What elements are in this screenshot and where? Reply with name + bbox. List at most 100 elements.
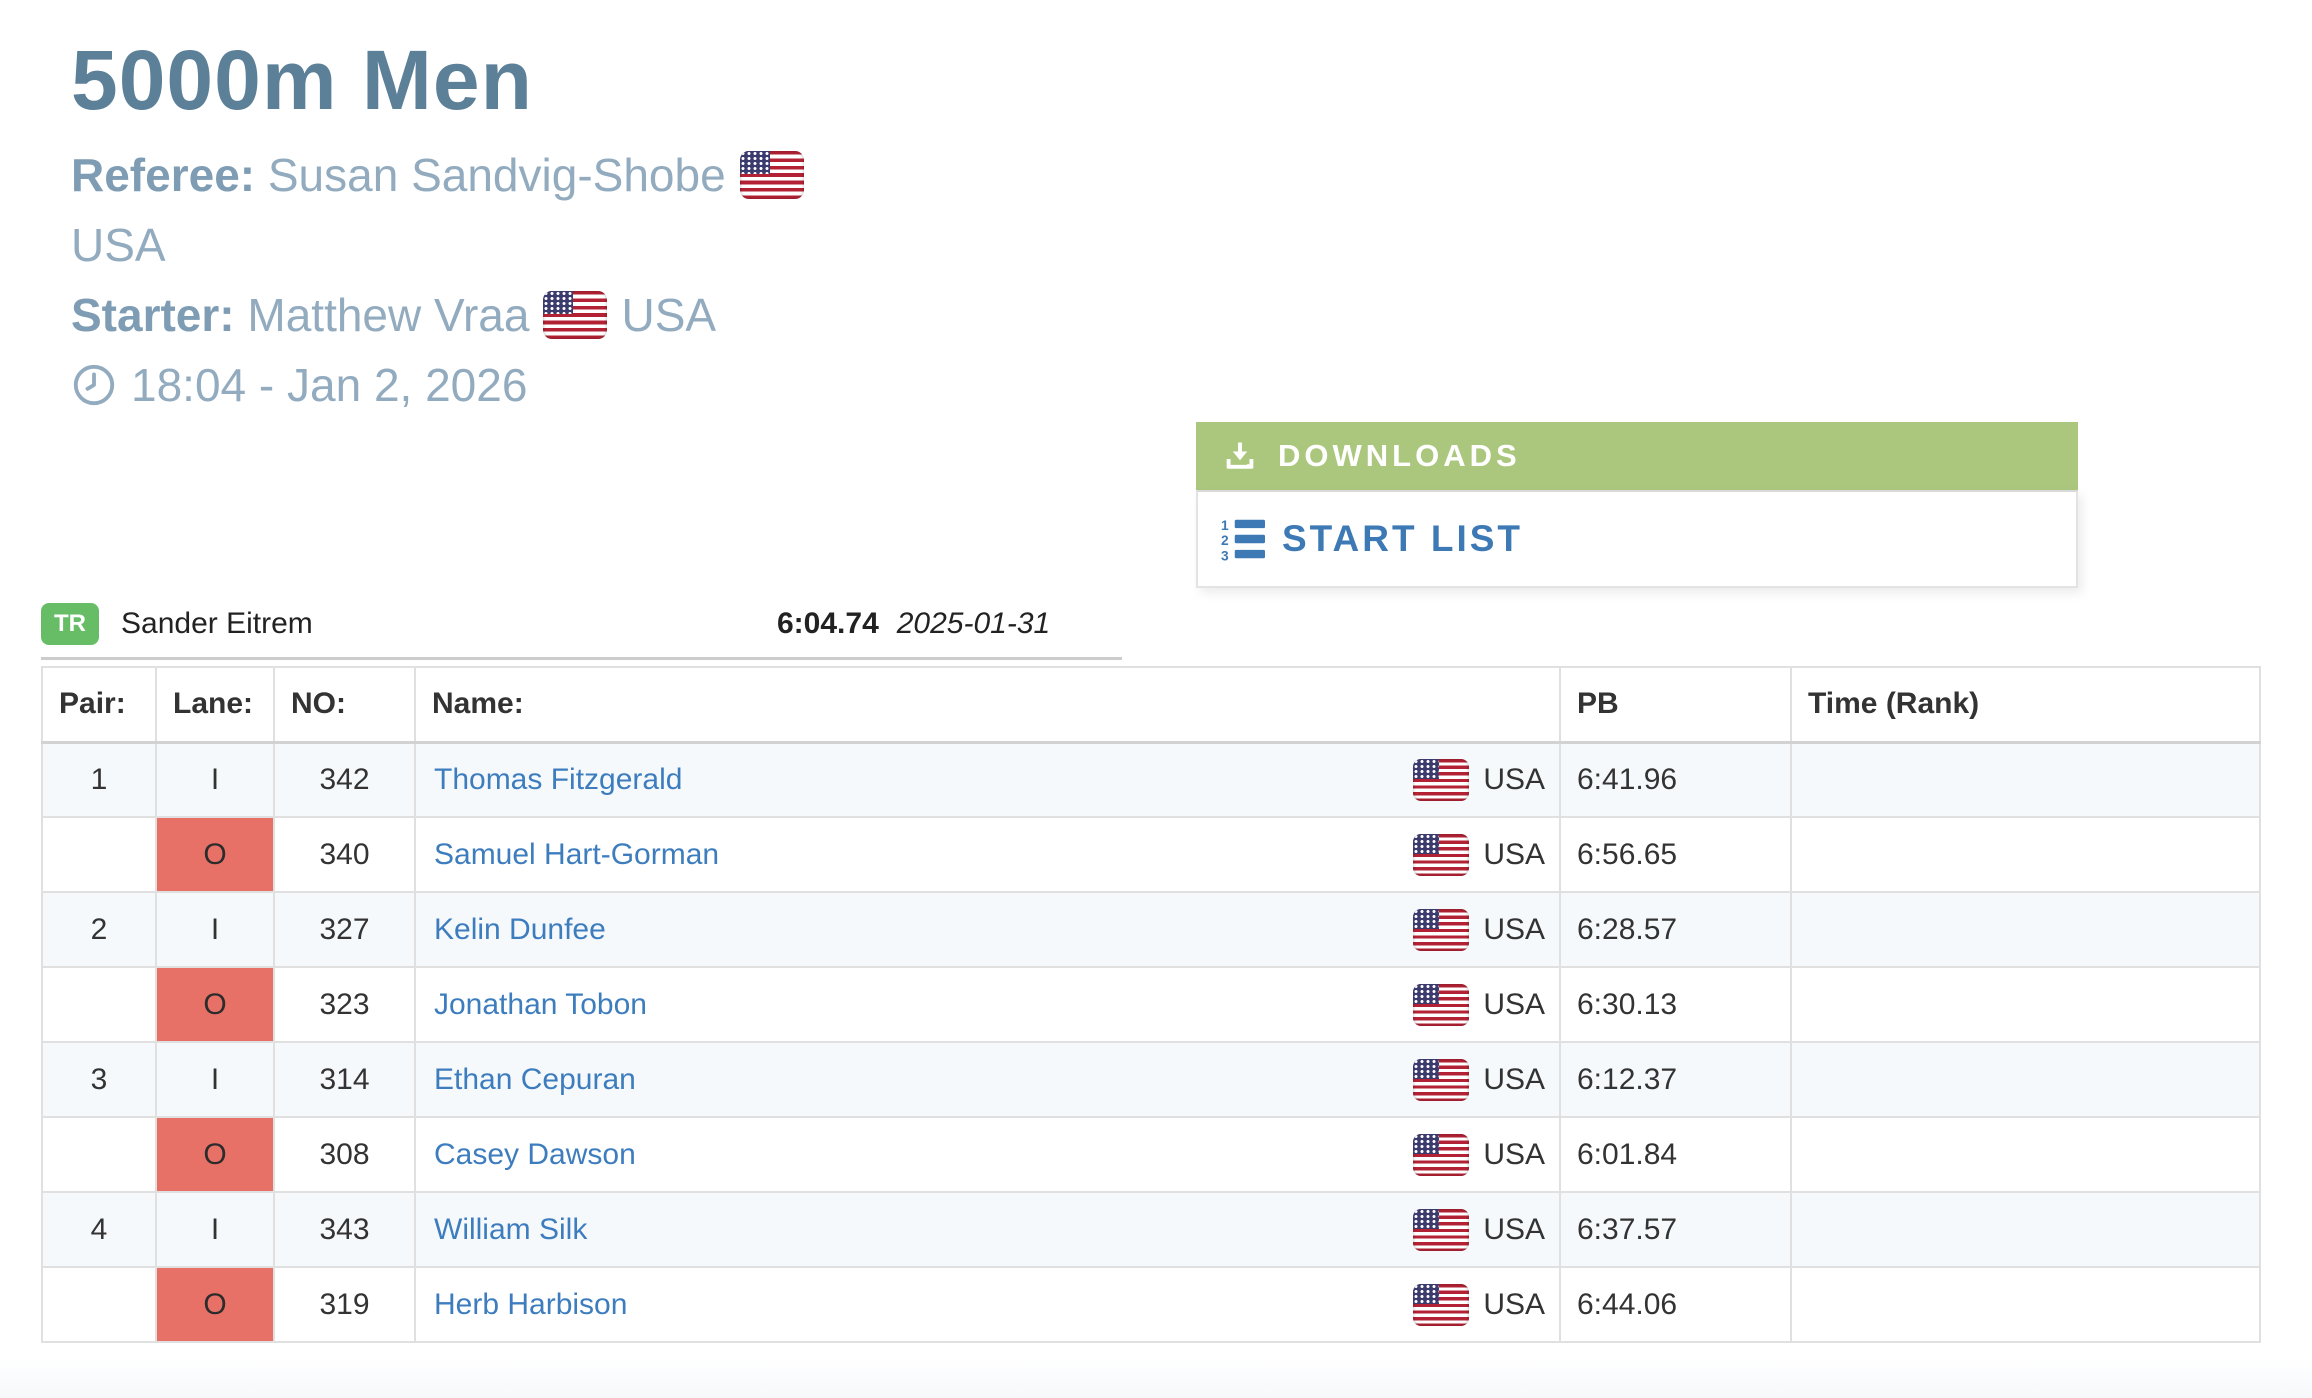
record-holder-name: Sander Eitrem	[121, 607, 313, 640]
pb-cell: 6:28.57	[1559, 891, 1792, 968]
schedule-text: 18:04 - Jan 2, 2026	[131, 359, 528, 411]
pair-cell: 2	[41, 891, 157, 968]
referee-country: USA	[71, 219, 166, 271]
download-icon	[1226, 442, 1254, 469]
no-cell: 342	[273, 741, 416, 818]
name-cell: Thomas Fitzgerald USA	[414, 741, 1561, 818]
pair-cell: 1	[41, 741, 157, 818]
pb-cell: 6:12.37	[1559, 1041, 1792, 1118]
us-flag-icon	[1413, 1133, 1470, 1176]
no-cell: 323	[273, 966, 416, 1043]
country-label: USA	[1483, 1062, 1545, 1096]
no-cell: 319	[273, 1266, 416, 1343]
athlete-link[interactable]: Thomas Fitzgerald	[434, 762, 683, 796]
name-cell: Ethan Cepuran USA	[414, 1041, 1561, 1118]
pb-cell: 6:56.65	[1559, 816, 1792, 893]
country-label: USA	[1483, 1212, 1545, 1246]
referee-country-line: USA	[71, 210, 2312, 280]
column-header: Lane:	[155, 666, 275, 744]
start-list-link[interactable]: 1 2 3 START LIST	[1220, 517, 1523, 561]
name-cell: William Silk USA	[414, 1191, 1561, 1268]
start-list-head-row: Pair: Lane: NO: Name: PB Time (Rank)	[41, 666, 2261, 744]
country-label: USA	[1483, 1287, 1545, 1321]
record-date: 2025-01-31	[896, 607, 1051, 640]
page-title: 5000m Men	[71, 33, 533, 127]
athlete-link[interactable]: William Silk	[434, 1212, 588, 1246]
start-list-table: Pair: Lane: NO: Name: PB Time (Rank) 1 I 342 Tho…	[41, 666, 2261, 1343]
pair-cell	[41, 966, 157, 1043]
name-cell: Jonathan Tobon USA	[414, 966, 1561, 1043]
no-cell: 340	[273, 816, 416, 893]
time-rank-cell	[1790, 1191, 2261, 1268]
us-flag-icon	[543, 291, 608, 339]
referee-label: Referee:	[71, 149, 256, 201]
page-bottom-fade	[0, 1358, 2312, 1398]
lane-cell: I	[155, 1041, 275, 1118]
referee-line: Referee: Susan Sandvig-Shobe	[71, 140, 2312, 210]
start-list-row: 1 I 342 Thomas Fitzgerald USA 6:41.96	[41, 741, 2261, 818]
lane-cell: O	[155, 1266, 275, 1343]
svg-text:3: 3	[1221, 548, 1234, 561]
lane-cell: O	[155, 966, 275, 1043]
lane-cell: I	[155, 891, 275, 968]
track-record-line: TR Sander Eitrem 6:04.74 2025-01-31	[41, 603, 1122, 660]
pair-cell	[41, 1116, 157, 1193]
time-rank-cell	[1790, 741, 2261, 818]
starter-name: Matthew Vraa	[247, 289, 530, 341]
column-header: Name:	[414, 666, 1561, 744]
time-rank-cell	[1790, 1041, 2261, 1118]
us-flag-icon	[739, 151, 804, 199]
us-flag-icon	[1413, 833, 1470, 876]
downloads-widget: DOWNLOADS 1 2 3 START LIST	[1196, 422, 2078, 588]
us-flag-icon	[1413, 1208, 1470, 1251]
record-time: 6:04.74	[777, 607, 879, 640]
start-list-row: 3 I 314 Ethan Cepuran USA 6:12.37	[41, 1041, 2261, 1118]
name-cell: Casey Dawson USA	[414, 1116, 1561, 1193]
pair-cell: 4	[41, 1191, 157, 1268]
no-cell: 343	[273, 1191, 416, 1268]
starter-country: USA	[621, 289, 717, 341]
clock-icon	[73, 364, 115, 406]
time-rank-cell	[1790, 966, 2261, 1043]
athlete-link[interactable]: Samuel Hart-Gorman	[434, 837, 720, 871]
column-header: PB	[1559, 666, 1792, 744]
athlete-link[interactable]: Casey Dawson	[434, 1137, 636, 1171]
start-list-row: O 340 Samuel Hart-Gorman USA 6:56.65	[41, 816, 2261, 893]
pb-cell: 6:44.06	[1559, 1266, 1792, 1343]
time-rank-cell	[1790, 891, 2261, 968]
column-header: Time (Rank)	[1790, 666, 2261, 744]
athlete-link[interactable]: Kelin Dunfee	[434, 912, 606, 946]
track-record-badge: TR	[41, 603, 99, 645]
schedule-line: 18:04 - Jan 2, 2026	[71, 350, 2312, 420]
lane-cell: O	[155, 816, 275, 893]
us-flag-icon	[1413, 983, 1470, 1026]
no-cell: 308	[273, 1116, 416, 1193]
pb-cell: 6:30.13	[1559, 966, 1792, 1043]
athlete-link[interactable]: Herb Harbison	[434, 1287, 628, 1321]
athlete-link[interactable]: Jonathan Tobon	[434, 987, 647, 1021]
column-header: Pair:	[41, 666, 157, 744]
lane-cell: O	[155, 1116, 275, 1193]
downloads-panel: 1 2 3 START LIST	[1196, 490, 2078, 588]
time-rank-cell	[1790, 1116, 2261, 1193]
svg-text:2: 2	[1221, 533, 1234, 548]
event-meta: Referee: Susan Sandvig-Shobe USA Starter…	[71, 140, 2312, 420]
time-rank-cell	[1790, 816, 2261, 893]
column-header: NO:	[273, 666, 416, 744]
lane-cell: I	[155, 741, 275, 818]
name-cell: Herb Harbison USA	[414, 1266, 1561, 1343]
athlete-link[interactable]: Ethan Cepuran	[434, 1062, 636, 1096]
starter-line: Starter: Matthew Vraa USA	[71, 280, 2312, 350]
country-label: USA	[1483, 762, 1545, 796]
downloads-label: DOWNLOADS	[1278, 438, 1521, 473]
downloads-button[interactable]: DOWNLOADS	[1196, 422, 2078, 490]
country-label: USA	[1483, 837, 1545, 871]
us-flag-icon	[1413, 758, 1470, 801]
country-label: USA	[1483, 912, 1545, 946]
svg-text:1: 1	[1221, 518, 1234, 533]
lane-cell: I	[155, 1191, 275, 1268]
time-rank-cell	[1790, 1266, 2261, 1343]
start-list-row: O 323 Jonathan Tobon USA 6:30.13	[41, 966, 2261, 1043]
pair-cell: 3	[41, 1041, 157, 1118]
us-flag-icon	[1413, 1058, 1470, 1101]
